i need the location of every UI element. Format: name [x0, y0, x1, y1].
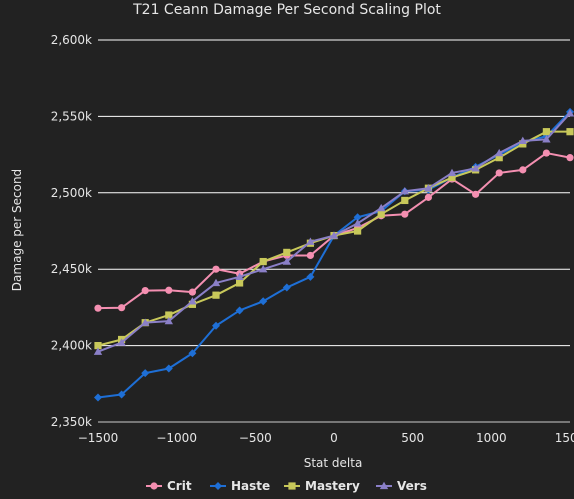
- point-haste[interactable]: [141, 369, 150, 378]
- point-crit[interactable]: [165, 286, 173, 294]
- point-vers[interactable]: [518, 136, 527, 144]
- gridlines: [98, 39, 570, 347]
- point-crit[interactable]: [188, 288, 196, 296]
- legend-label: Vers: [397, 479, 427, 493]
- point-mastery[interactable]: [354, 227, 362, 235]
- data-series: [93, 107, 574, 402]
- point-haste[interactable]: [164, 364, 173, 373]
- y-axis-title: Damage per Second: [10, 169, 24, 291]
- point-mastery[interactable]: [236, 279, 244, 287]
- x-axis-ticks: −1500 −1000 −500 0 500 1000 1500: [78, 431, 574, 445]
- point-vers[interactable]: [211, 278, 221, 287]
- x-axis-title: Stat delta: [304, 456, 363, 470]
- point-vers[interactable]: [259, 265, 268, 273]
- point-mastery[interactable]: [94, 342, 102, 350]
- legend-item-haste[interactable]: Haste: [210, 479, 270, 493]
- point-vers[interactable]: [117, 338, 126, 346]
- x-tick-label: −1500: [78, 431, 119, 445]
- y-tick-label: 2,550k: [51, 109, 92, 123]
- point-crit[interactable]: [306, 251, 314, 260]
- point-crit[interactable]: [212, 265, 220, 273]
- point-vers[interactable]: [400, 187, 409, 195]
- point-mastery[interactable]: [377, 210, 385, 218]
- y-tick-label: 2,500k: [51, 186, 92, 200]
- point-vers[interactable]: [235, 272, 244, 280]
- point-haste[interactable]: [259, 297, 268, 306]
- legend-label: Mastery: [305, 479, 360, 493]
- x-tick-label: −1000: [156, 431, 197, 445]
- y-tick-label: 2,600k: [51, 33, 92, 47]
- point-haste[interactable]: [353, 213, 362, 222]
- point-mastery[interactable]: [495, 154, 503, 162]
- x-tick-label: 1500: [555, 431, 574, 445]
- legend-marker-crit: [150, 482, 158, 490]
- point-vers[interactable]: [495, 148, 504, 157]
- x-tick-label: 0: [330, 431, 338, 445]
- point-crit[interactable]: [542, 149, 551, 157]
- legend[interactable]: Crit Haste Mastery Vers: [146, 479, 427, 493]
- point-haste[interactable]: [306, 272, 315, 281]
- point-haste[interactable]: [212, 321, 220, 330]
- point-vers[interactable]: [471, 164, 480, 172]
- point-vers[interactable]: [141, 318, 150, 326]
- point-crit[interactable]: [401, 210, 409, 218]
- point-haste[interactable]: [94, 393, 102, 402]
- legend-marker-mastery: [288, 482, 296, 490]
- point-mastery[interactable]: [165, 311, 173, 319]
- y-tick-label: 2,350k: [51, 415, 92, 429]
- point-vers[interactable]: [447, 168, 457, 177]
- point-haste[interactable]: [282, 283, 291, 292]
- chart-title: T21 Ceann Damage Per Second Scaling Plot: [132, 2, 441, 18]
- point-haste[interactable]: [235, 306, 244, 315]
- point-vers[interactable]: [542, 135, 551, 143]
- point-crit[interactable]: [424, 193, 432, 201]
- y-tick-label: 2,450k: [51, 262, 92, 276]
- y-axis-ticks: 2,350k 2,400k 2,450k 2,500k 2,550k 2,600k: [51, 33, 92, 429]
- point-haste[interactable]: [117, 390, 126, 399]
- point-vers[interactable]: [353, 219, 362, 227]
- legend-item-crit[interactable]: Crit: [146, 479, 192, 493]
- point-mastery[interactable]: [212, 291, 220, 299]
- point-crit[interactable]: [519, 166, 527, 174]
- point-mastery[interactable]: [401, 196, 409, 205]
- y-tick-label: 2,400k: [51, 339, 92, 353]
- point-crit[interactable]: [566, 154, 574, 162]
- point-vers[interactable]: [424, 184, 433, 192]
- point-mastery[interactable]: [566, 128, 574, 136]
- point-mastery[interactable]: [542, 128, 550, 136]
- legend-label: Haste: [231, 479, 270, 493]
- point-crit[interactable]: [472, 190, 480, 198]
- point-vers[interactable]: [282, 257, 291, 265]
- point-vers[interactable]: [306, 237, 315, 245]
- x-tick-label: −500: [239, 431, 272, 445]
- point-crit[interactable]: [141, 286, 149, 295]
- x-tick-label: 500: [401, 431, 424, 445]
- point-vers[interactable]: [329, 231, 339, 239]
- point-mastery[interactable]: [283, 248, 291, 256]
- point-mastery[interactable]: [259, 257, 267, 266]
- point-mastery[interactable]: [448, 173, 456, 182]
- x-tick-label: 1000: [476, 431, 507, 445]
- legend-marker-vers: [379, 481, 389, 490]
- legend-marker-haste: [214, 482, 222, 490]
- point-crit[interactable]: [495, 169, 503, 177]
- point-vers[interactable]: [93, 347, 103, 355]
- point-haste[interactable]: [188, 349, 197, 358]
- point-crit[interactable]: [118, 304, 126, 312]
- point-vers[interactable]: [565, 109, 574, 117]
- legend-label: Crit: [167, 479, 192, 493]
- point-vers[interactable]: [164, 316, 173, 325]
- point-vers[interactable]: [377, 203, 386, 212]
- legend-item-vers[interactable]: Vers: [376, 479, 427, 493]
- point-vers[interactable]: [188, 297, 197, 305]
- series-vers: [93, 109, 574, 355]
- legend-item-mastery[interactable]: Mastery: [284, 479, 360, 493]
- point-crit[interactable]: [94, 304, 102, 312]
